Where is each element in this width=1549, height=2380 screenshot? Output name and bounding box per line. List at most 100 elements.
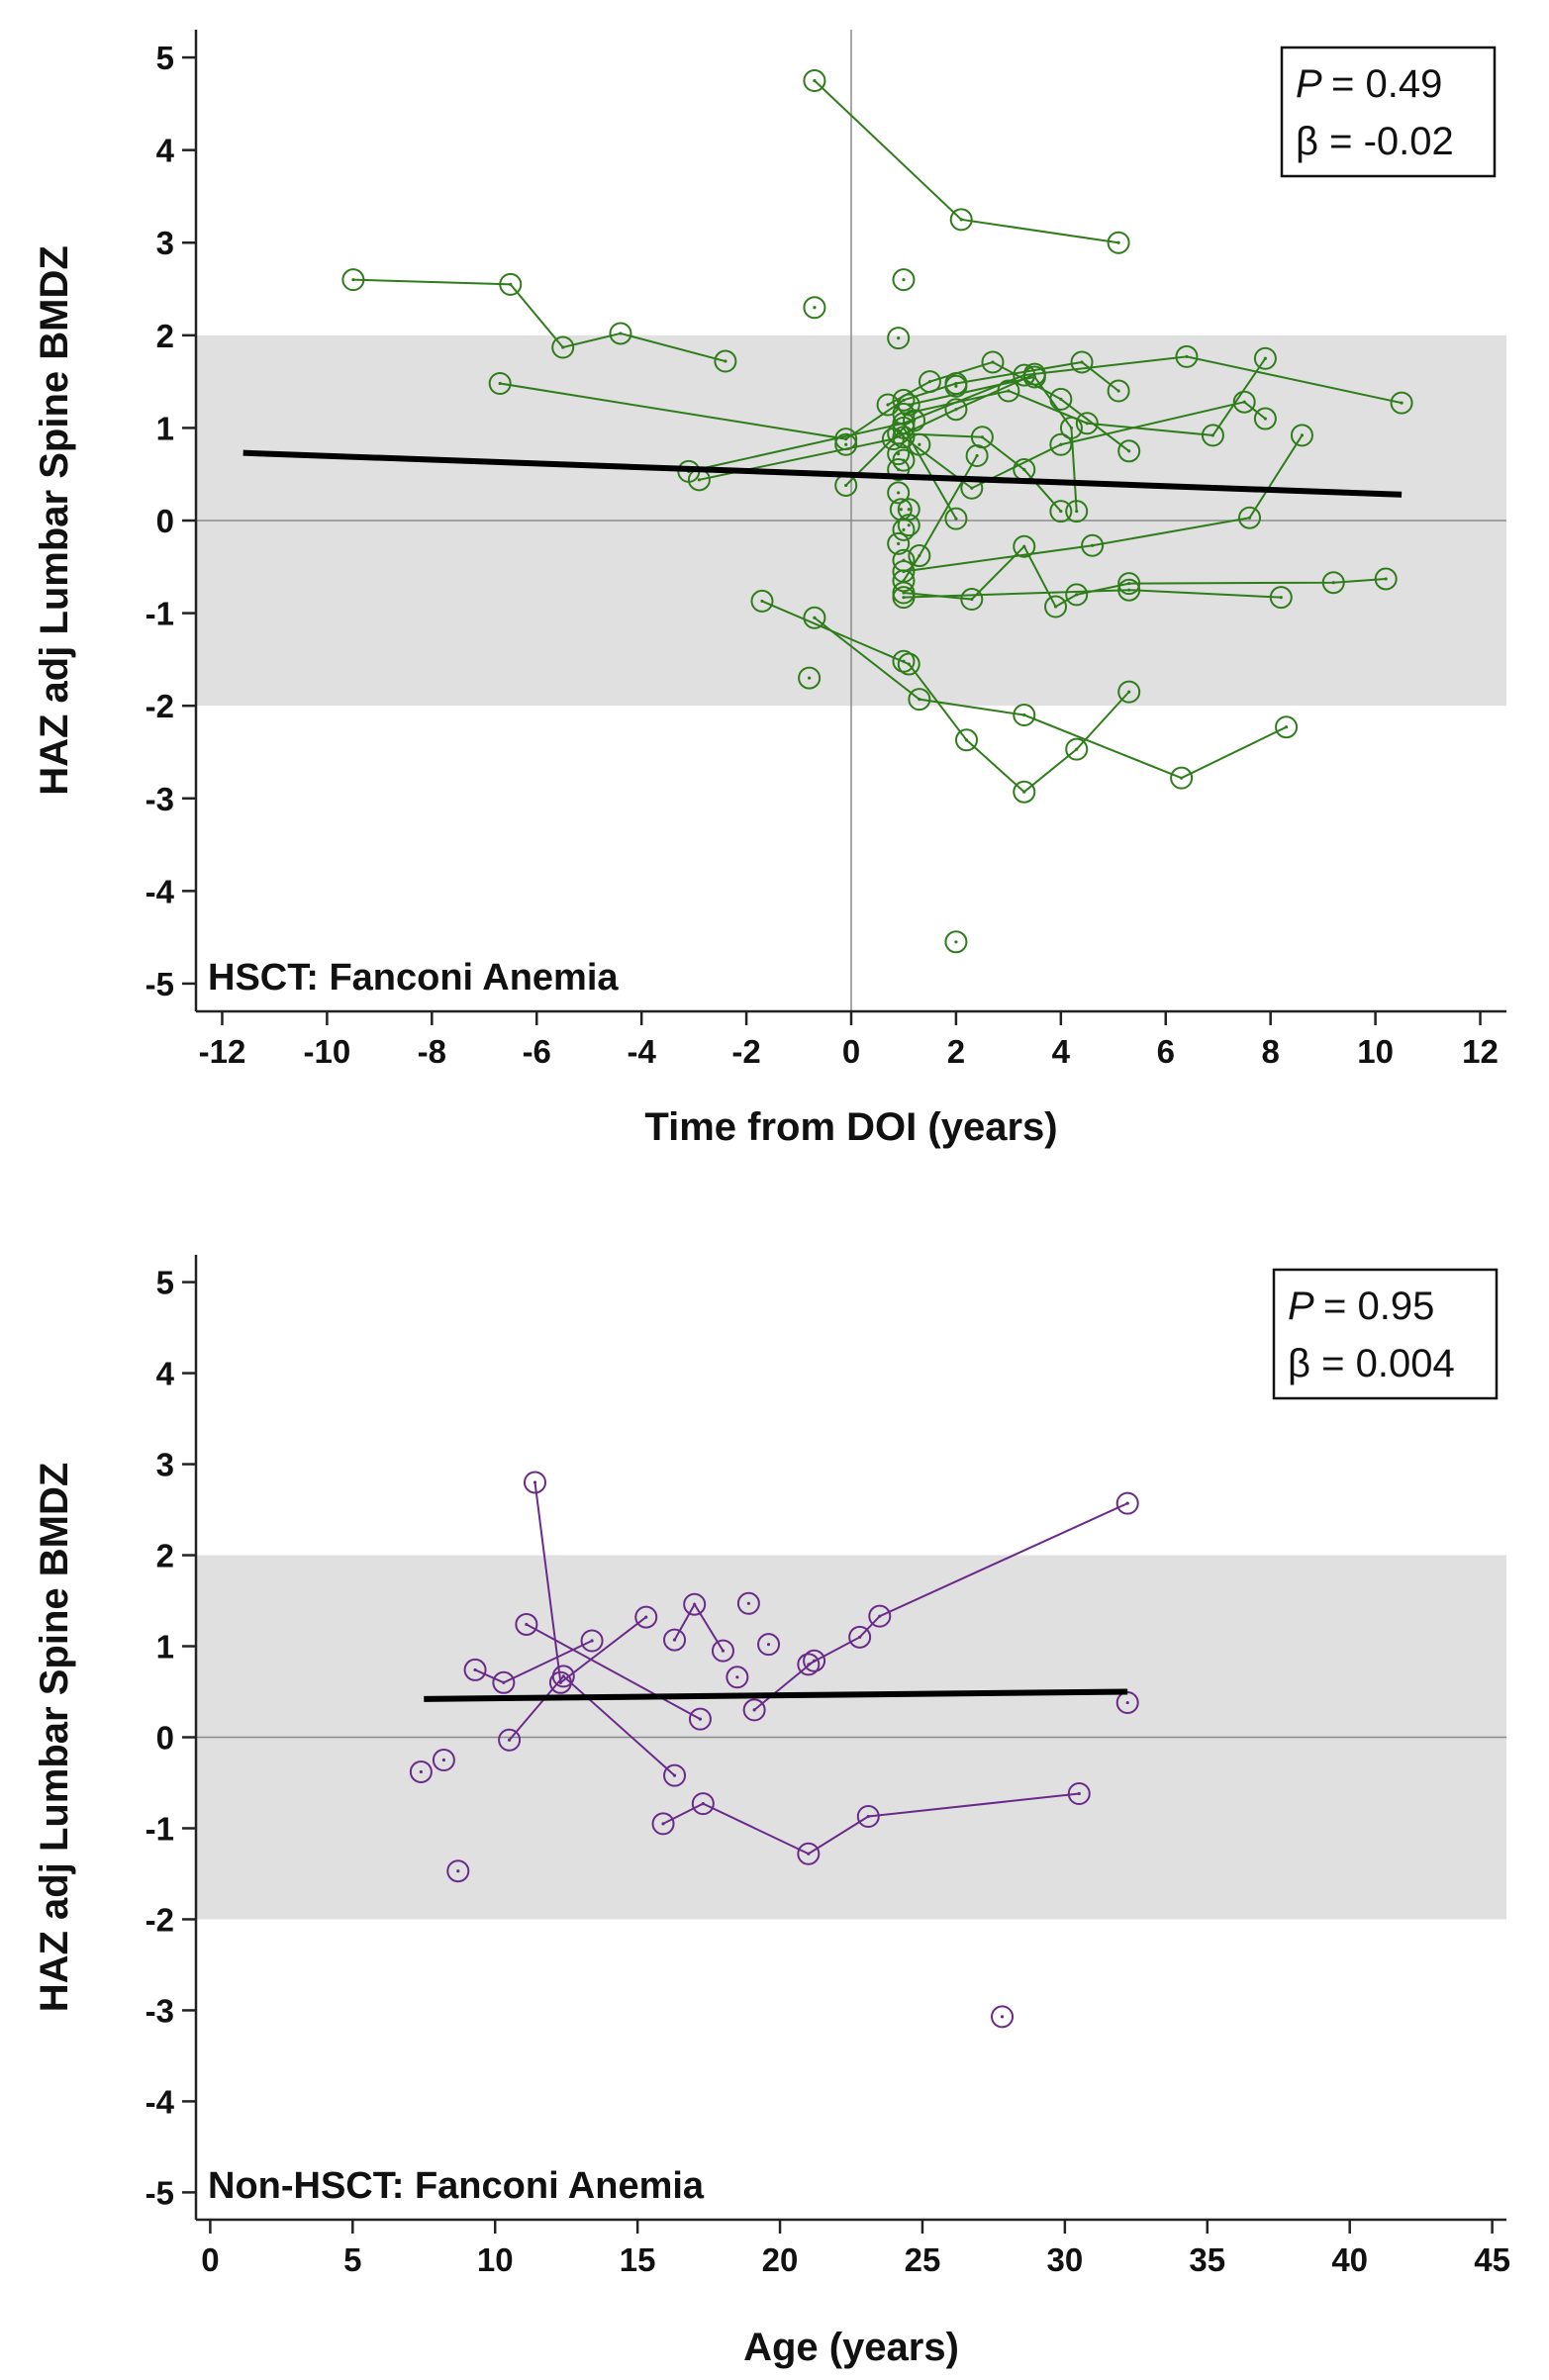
data-point-center [1127,582,1131,586]
data-point-center [701,1802,705,1806]
y-tick-label: 2 [156,318,174,354]
data-point-center [746,1601,750,1605]
data-point [1390,391,1413,415]
data-point [492,1670,516,1694]
data-point-center [760,599,764,604]
y-tick-label: 5 [156,1265,174,1301]
data-point-center [902,278,906,282]
data-point-center [1331,581,1335,585]
data-point [757,1633,781,1657]
data-point [750,589,774,613]
panel-label: Non-HSCT: Fanconi Anemia [208,2165,705,2207]
data-point [1170,766,1194,790]
data-point-center [1032,375,1036,379]
series-line [814,79,1119,244]
data-point [1022,365,1046,389]
series-line [903,434,1304,573]
x-tick-label: 30 [1047,2241,1084,2278]
data-point [908,688,931,712]
data-point-center [858,1635,862,1639]
data-point [803,1649,826,1672]
data-point-center [918,698,921,702]
data-point-center [1127,588,1131,592]
series-subject-1 [524,1471,658,1694]
data-point-center [954,408,958,412]
data-point-center [897,491,901,495]
stat-beta: β = -0.02 [1296,120,1454,163]
data-point [341,268,365,292]
data-point [609,322,632,345]
data-point [551,1665,575,1688]
panel-label: HSCT: Fanconi Anemia [208,957,619,999]
data-point [944,930,968,954]
series-subject-2 [515,1612,712,1731]
data-point-center [766,1643,771,1647]
data-point [892,548,916,572]
data-point-center [498,381,502,386]
data-point-center [1279,596,1283,600]
series-line [898,432,1062,513]
data-point [1049,500,1073,524]
data-point-center [1125,1501,1129,1505]
data-point-center [1185,354,1189,358]
series-subject-7 [651,1782,1091,1865]
data-point [1070,350,1094,374]
data-point-center [808,676,812,680]
y-tick-label: -2 [145,1901,174,1938]
data-point [1065,583,1089,607]
y-tick-label: -3 [145,1992,174,2029]
data-point [892,388,916,412]
data-point [742,1698,766,1722]
data-point [1117,439,1141,463]
data-point [551,335,575,359]
data-point [1075,412,1099,435]
trend-line [242,449,1403,498]
data-point-center [1077,1791,1081,1796]
data-point-center [844,483,848,488]
y-tick-label: 3 [156,1447,174,1483]
data-point [887,481,911,505]
y-tick-label: -2 [145,688,174,724]
data-point-center [1125,1700,1129,1705]
data-point-center [561,345,565,349]
data-point-center [508,1738,512,1742]
data-point [409,1760,433,1783]
x-axis-title: Age (years) [743,2326,959,2369]
data-point-center [878,1614,882,1618]
data-point [892,649,916,673]
stat-p-value: = 0.95 [1323,1285,1434,1328]
data-point [1117,572,1141,596]
data-point [903,409,926,432]
series-line [753,1660,816,1711]
data-point-center [886,403,890,407]
data-point-center [907,662,911,666]
series-subject-3 [463,1629,604,1694]
data-point-center [419,1769,423,1774]
data-point [1044,595,1068,619]
data-point [955,728,979,752]
data-point-center [813,306,817,310]
data-point [887,442,911,466]
y-tick-label: 0 [156,1720,174,1757]
data-point [797,1653,821,1676]
data-point [1065,737,1089,761]
stat-p-label: P [1288,1285,1314,1328]
data-point [803,606,826,629]
data-point-center [672,1638,677,1642]
data-point-center [1116,389,1120,393]
data-point [714,349,737,373]
data-point-center [902,579,906,583]
data-point-center [1075,747,1079,751]
y-tick-label: 0 [156,503,174,539]
data-point-center [902,458,906,462]
data-point-center [813,78,817,83]
x-tick-label: 25 [905,2241,941,2278]
data-point-center [1080,360,1084,364]
data-point [981,350,1005,374]
data-point [965,443,989,467]
data-point [1232,390,1256,414]
x-tick-label: 20 [762,2241,799,2278]
x-tick-label: -12 [199,1033,246,1070]
